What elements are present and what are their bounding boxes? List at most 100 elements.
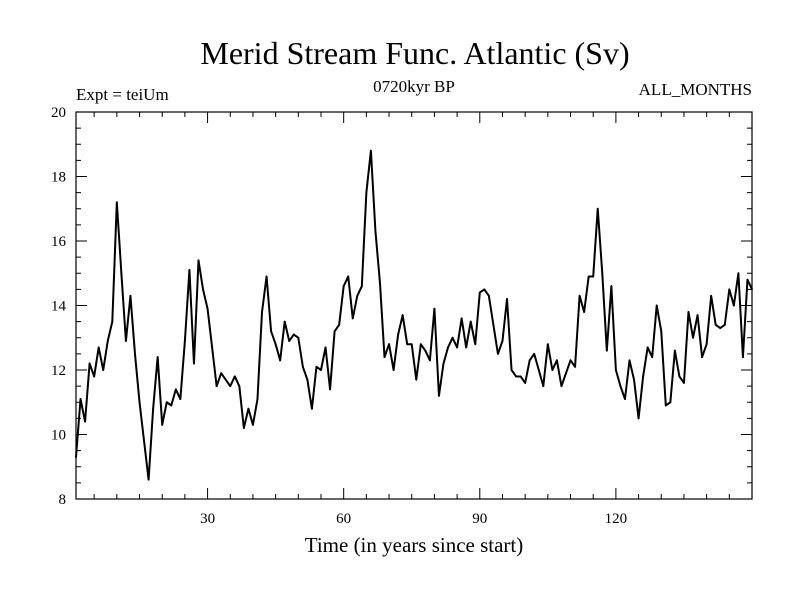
data-point-year-129 (655, 304, 658, 307)
data-point-year-73 (401, 314, 404, 317)
data-point-year-61 (347, 275, 350, 278)
plot-frame (75, 111, 753, 500)
data-point-year-96 (506, 298, 508, 300)
data-point-year-24 (179, 398, 182, 400)
data-point-year-146 (732, 304, 735, 307)
data-point-year-63 (356, 294, 359, 297)
data-point-year-130 (660, 330, 663, 333)
data-point-year-103 (537, 369, 540, 371)
data-point-year-53 (311, 407, 313, 410)
data-point-year-13 (129, 294, 132, 297)
axis-ticks (76, 111, 752, 500)
data-point-year-110 (569, 359, 572, 362)
data-point-year-125 (637, 417, 640, 420)
data-point-year-100 (524, 382, 527, 384)
data-point-year-83 (447, 346, 449, 349)
data-point-year-36 (233, 375, 236, 378)
data-point-year-126 (642, 375, 645, 378)
data-point-year-81 (438, 394, 440, 397)
data-point-year-111 (574, 365, 576, 368)
data-point-year-140 (705, 343, 708, 346)
data-point-year-149 (746, 278, 749, 281)
data-point-year-78 (424, 349, 427, 352)
data-point-year-92 (487, 294, 490, 297)
data-point-year-148 (742, 356, 744, 358)
data-point-year-84 (451, 336, 454, 339)
data-point-year-71 (392, 369, 395, 371)
data-point-year-48 (288, 340, 291, 342)
data-point-year-79 (428, 359, 431, 362)
data-point-year-142 (714, 323, 717, 326)
data-point-year-86 (460, 317, 463, 320)
data-point-year-62 (351, 317, 354, 320)
data-point-year-88 (469, 320, 472, 323)
y-tick-label-12: 12 (51, 363, 66, 379)
data-point-year-132 (669, 401, 672, 404)
data-point-year-147 (737, 272, 740, 275)
data-point-year-57 (329, 388, 331, 391)
data-point-year-45 (274, 343, 277, 346)
data-point-year-112 (578, 294, 581, 297)
data-point-year-31 (211, 346, 214, 349)
data-point-year-87 (465, 346, 468, 349)
data-point-year-133 (673, 349, 676, 352)
data-point-year-91 (483, 288, 486, 291)
data-point-year-116 (596, 207, 599, 210)
data-point-year-20 (161, 423, 164, 426)
data-points (75, 149, 753, 481)
data-point-year-104 (542, 385, 545, 388)
data-point-year-52 (306, 378, 309, 381)
series-line (75, 149, 753, 481)
data-point-year-50 (297, 336, 300, 339)
data-point-year-39 (247, 407, 250, 410)
y-tick-label-16: 16 (51, 234, 67, 250)
data-point-year-120 (614, 369, 617, 371)
x-tick-label-30: 30 (200, 511, 215, 527)
data-point-year-59 (338, 323, 341, 326)
data-point-year-67 (374, 230, 377, 233)
data-point-year-143 (719, 327, 722, 329)
data-point-year-119 (610, 285, 613, 288)
data-point-year-7 (102, 369, 105, 371)
data-point-year-32 (215, 385, 218, 388)
data-point-year-144 (723, 323, 726, 326)
data-point-year-128 (651, 356, 654, 358)
data-point-year-107 (556, 359, 558, 362)
data-point-year-109 (565, 372, 567, 375)
data-point-year-117 (601, 272, 604, 275)
data-point-year-56 (324, 346, 327, 349)
data-point-year-17 (147, 478, 150, 481)
data-point-year-2 (79, 398, 82, 400)
data-point-year-58 (333, 330, 336, 333)
data-point-year-101 (528, 359, 531, 362)
tick-labels: 8 10 12 14 16 18 20 30 60 90 120 (51, 105, 627, 527)
data-point-year-4 (88, 362, 91, 365)
data-point-year-136 (687, 311, 690, 313)
chart-title: Merid Stream Func. Atlantic (Sv) (200, 35, 629, 71)
data-point-year-82 (442, 362, 445, 365)
data-point-year-55 (320, 369, 322, 371)
data-point-year-138 (696, 314, 699, 317)
data-point-year-93 (492, 323, 495, 326)
data-point-year-18 (152, 407, 155, 410)
data-point-year-118 (605, 349, 608, 352)
data-point-year-46 (279, 359, 282, 362)
data-point-year-23 (174, 388, 177, 391)
data-point-year-102 (533, 352, 536, 355)
data-point-year-9 (111, 320, 114, 323)
data-point-year-51 (301, 365, 304, 368)
data-point-year-11 (120, 272, 123, 275)
data-point-year-65 (365, 191, 368, 194)
data-point-year-123 (628, 359, 631, 362)
data-point-year-75 (410, 343, 413, 346)
data-point-year-99 (519, 375, 522, 378)
data-point-year-94 (497, 352, 499, 355)
data-point-year-108 (560, 385, 563, 388)
data-point-year-41 (256, 398, 259, 400)
data-point-year-40 (252, 423, 254, 426)
data-point-year-121 (619, 385, 622, 388)
y-tick-label-14: 14 (51, 299, 67, 315)
data-point-year-8 (106, 340, 109, 342)
data-point-year-124 (633, 378, 635, 381)
